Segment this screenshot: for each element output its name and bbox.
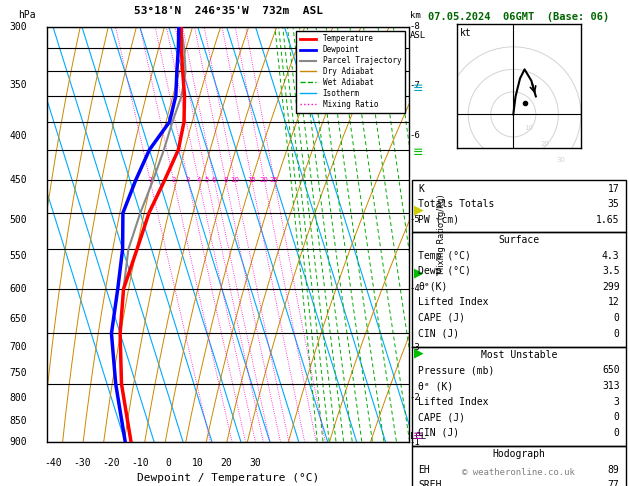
Text: K: K bbox=[418, 184, 424, 194]
Text: kt: kt bbox=[459, 28, 471, 38]
Text: 800: 800 bbox=[9, 393, 27, 403]
Legend: Temperature, Dewpoint, Parcel Trajectory, Dry Adiabat, Wet Adiabat, Isotherm, Mi: Temperature, Dewpoint, Parcel Trajectory… bbox=[296, 31, 405, 113]
Text: Mixing Ratio (g/kg): Mixing Ratio (g/kg) bbox=[437, 195, 446, 274]
Text: 350: 350 bbox=[9, 80, 27, 90]
Bar bbox=[412, 232, 626, 347]
Text: EH: EH bbox=[418, 465, 430, 475]
Text: 400: 400 bbox=[9, 131, 27, 140]
Text: 3: 3 bbox=[614, 397, 620, 407]
Text: 900: 900 bbox=[9, 437, 27, 447]
Text: 500: 500 bbox=[9, 215, 27, 225]
Text: 0: 0 bbox=[614, 428, 620, 438]
Text: 0: 0 bbox=[614, 313, 620, 323]
Text: 850: 850 bbox=[9, 416, 27, 426]
Text: 3: 3 bbox=[186, 177, 190, 183]
Text: ≡: ≡ bbox=[413, 82, 423, 95]
Text: 700: 700 bbox=[9, 342, 27, 352]
Text: Lifted Index: Lifted Index bbox=[418, 397, 489, 407]
Bar bbox=[412, 180, 626, 232]
Text: 8: 8 bbox=[223, 177, 228, 183]
Text: Hodograph: Hodograph bbox=[493, 449, 545, 459]
Text: 20: 20 bbox=[221, 458, 233, 468]
Text: CIN (J): CIN (J) bbox=[418, 329, 459, 339]
Text: -1: -1 bbox=[409, 438, 420, 447]
Text: θᵉ(K): θᵉ(K) bbox=[418, 282, 448, 292]
Text: -10: -10 bbox=[131, 458, 148, 468]
Text: 0: 0 bbox=[614, 412, 620, 422]
Text: 10: 10 bbox=[525, 125, 533, 131]
Bar bbox=[412, 347, 626, 446]
Text: ASL: ASL bbox=[409, 31, 426, 40]
Text: ≡: ≡ bbox=[413, 146, 423, 159]
Text: Most Unstable: Most Unstable bbox=[481, 350, 557, 360]
Text: 0: 0 bbox=[166, 458, 172, 468]
Text: 300: 300 bbox=[9, 22, 27, 32]
Text: -40: -40 bbox=[44, 458, 62, 468]
Text: 35: 35 bbox=[608, 199, 620, 209]
Text: θᵉ (K): θᵉ (K) bbox=[418, 381, 454, 391]
Text: CAPE (J): CAPE (J) bbox=[418, 412, 465, 422]
Text: 550: 550 bbox=[9, 251, 27, 261]
Text: Dewp (°C): Dewp (°C) bbox=[418, 266, 471, 277]
Text: 12: 12 bbox=[608, 297, 620, 308]
Text: Dewpoint / Temperature (°C): Dewpoint / Temperature (°C) bbox=[137, 473, 319, 484]
Text: PW (cm): PW (cm) bbox=[418, 215, 459, 225]
Text: 2: 2 bbox=[171, 177, 175, 183]
Text: 77: 77 bbox=[608, 480, 620, 486]
Text: Surface: Surface bbox=[498, 235, 540, 245]
Text: 25: 25 bbox=[270, 177, 279, 183]
Text: ≡: ≡ bbox=[413, 430, 423, 443]
Text: -5: -5 bbox=[409, 215, 420, 225]
Text: 313: 313 bbox=[602, 381, 620, 391]
Text: 450: 450 bbox=[9, 175, 27, 185]
Text: Temp (°C): Temp (°C) bbox=[418, 251, 471, 261]
Text: LCL: LCL bbox=[409, 433, 426, 441]
Text: ▶: ▶ bbox=[413, 266, 423, 279]
Text: -3: -3 bbox=[409, 343, 420, 352]
Text: 07.05.2024  06GMT  (Base: 06): 07.05.2024 06GMT (Base: 06) bbox=[428, 12, 610, 22]
Text: SREH: SREH bbox=[418, 480, 442, 486]
Text: 750: 750 bbox=[9, 368, 27, 378]
Text: CAPE (J): CAPE (J) bbox=[418, 313, 465, 323]
Text: 0: 0 bbox=[614, 329, 620, 339]
Text: 20: 20 bbox=[540, 141, 549, 147]
Text: 17: 17 bbox=[608, 184, 620, 194]
Text: 650: 650 bbox=[602, 365, 620, 376]
Text: 299: 299 bbox=[602, 282, 620, 292]
Text: -20: -20 bbox=[102, 458, 120, 468]
Text: © weatheronline.co.uk: © weatheronline.co.uk bbox=[462, 468, 576, 477]
Text: 1.65: 1.65 bbox=[596, 215, 620, 225]
Text: hPa: hPa bbox=[18, 11, 36, 20]
Text: Pressure (mb): Pressure (mb) bbox=[418, 365, 494, 376]
Text: -4: -4 bbox=[409, 284, 420, 294]
Text: -30: -30 bbox=[73, 458, 91, 468]
Text: 600: 600 bbox=[9, 284, 27, 294]
Text: 10: 10 bbox=[230, 177, 239, 183]
Text: ▶: ▶ bbox=[413, 203, 423, 216]
Text: 30: 30 bbox=[556, 157, 565, 163]
Text: 1: 1 bbox=[148, 177, 152, 183]
Text: 3.5: 3.5 bbox=[602, 266, 620, 277]
Text: km: km bbox=[409, 12, 420, 20]
Text: 20: 20 bbox=[260, 177, 269, 183]
Text: 10: 10 bbox=[192, 458, 204, 468]
Text: -8: -8 bbox=[409, 22, 420, 31]
Text: 15: 15 bbox=[247, 177, 256, 183]
Text: -7: -7 bbox=[409, 81, 420, 89]
Text: CIN (J): CIN (J) bbox=[418, 428, 459, 438]
Text: Totals Totals: Totals Totals bbox=[418, 199, 494, 209]
Text: 5: 5 bbox=[205, 177, 209, 183]
Text: ▶: ▶ bbox=[413, 347, 423, 359]
Text: 30: 30 bbox=[250, 458, 262, 468]
Text: -2: -2 bbox=[409, 393, 420, 402]
Text: -6: -6 bbox=[409, 131, 420, 140]
Text: 89: 89 bbox=[608, 465, 620, 475]
Text: 4.3: 4.3 bbox=[602, 251, 620, 261]
Bar bbox=[412, 446, 626, 486]
Text: 4: 4 bbox=[196, 177, 201, 183]
Text: 53°18'N  246°35'W  732m  ASL: 53°18'N 246°35'W 732m ASL bbox=[133, 6, 323, 17]
Text: 6: 6 bbox=[212, 177, 216, 183]
Text: Lifted Index: Lifted Index bbox=[418, 297, 489, 308]
Text: 650: 650 bbox=[9, 314, 27, 324]
